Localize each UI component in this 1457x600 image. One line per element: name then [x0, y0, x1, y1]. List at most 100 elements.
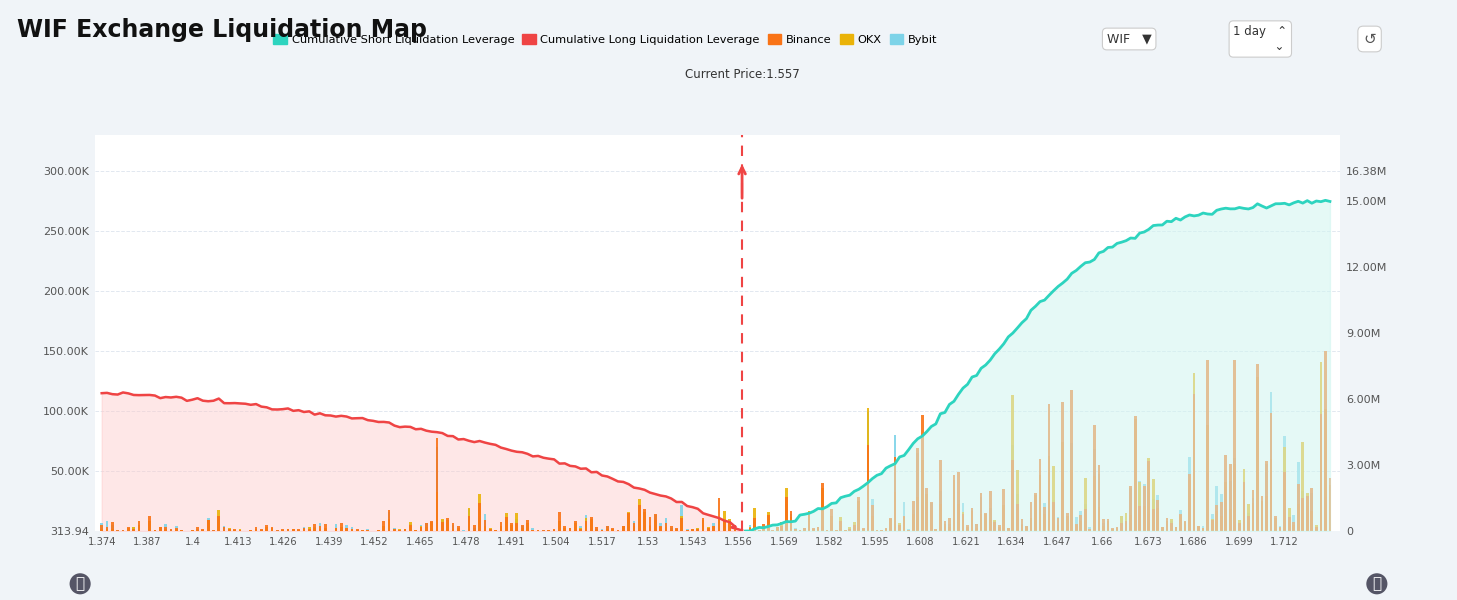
Bar [989, 508, 992, 531]
Bar [686, 530, 689, 531]
Bar [1260, 518, 1263, 531]
Bar [622, 529, 625, 531]
Bar [953, 475, 956, 531]
Bar [1206, 473, 1209, 531]
Bar [393, 528, 396, 531]
Bar [734, 529, 736, 531]
Bar [223, 526, 226, 531]
Bar [584, 515, 587, 531]
Bar [844, 530, 847, 531]
Bar [1256, 516, 1259, 531]
Bar [590, 517, 593, 531]
Bar [994, 520, 997, 531]
Bar [889, 519, 892, 531]
Bar [457, 528, 459, 531]
Bar [975, 524, 978, 531]
Bar [622, 526, 625, 531]
Bar [758, 530, 761, 531]
Bar [1215, 505, 1218, 531]
Bar [912, 501, 915, 531]
Bar [1007, 528, 1010, 531]
Bar [1112, 529, 1113, 531]
Bar [985, 514, 986, 531]
Bar [1129, 486, 1132, 531]
Bar [930, 502, 932, 531]
Bar [229, 529, 230, 531]
Bar [137, 526, 140, 531]
Bar [830, 509, 833, 531]
Bar [307, 527, 310, 531]
Bar [893, 435, 896, 531]
Bar [889, 518, 892, 531]
Bar [670, 526, 673, 531]
Bar [414, 530, 417, 531]
Bar [1279, 529, 1282, 531]
Bar [1202, 526, 1205, 531]
Bar [994, 522, 997, 531]
Bar [1148, 514, 1150, 531]
Bar [654, 514, 657, 531]
Bar [1134, 419, 1136, 531]
Bar [452, 529, 455, 531]
Bar [1061, 403, 1064, 531]
Bar [468, 516, 471, 531]
Bar [265, 529, 268, 531]
Bar [356, 530, 358, 531]
Bar [398, 530, 401, 531]
Bar [944, 521, 946, 531]
Bar [1152, 499, 1154, 531]
Bar [654, 515, 657, 531]
Bar [552, 529, 555, 531]
Bar [1202, 528, 1205, 531]
Bar [596, 527, 597, 531]
Bar [1198, 527, 1201, 531]
Bar [1056, 518, 1059, 531]
Bar [106, 529, 108, 531]
Bar [944, 524, 946, 531]
Bar [749, 527, 752, 531]
Bar [648, 517, 651, 531]
Bar [707, 527, 710, 531]
Bar [1305, 506, 1308, 531]
Bar [382, 529, 385, 531]
Bar [1120, 516, 1123, 531]
Bar [1310, 488, 1313, 531]
Bar [1187, 475, 1190, 531]
Bar [335, 527, 337, 531]
Bar [670, 530, 673, 531]
Bar [848, 527, 851, 531]
Bar [970, 510, 973, 531]
Bar [452, 525, 455, 531]
Bar [351, 529, 353, 531]
Bar [275, 530, 278, 531]
Bar [1157, 508, 1160, 531]
Bar [817, 527, 819, 531]
Bar [259, 529, 262, 531]
Bar [1206, 359, 1209, 531]
Bar [970, 511, 973, 531]
Bar [1228, 464, 1231, 531]
Bar [1320, 481, 1323, 531]
Bar [1138, 506, 1141, 531]
Bar [867, 407, 870, 531]
Bar [1170, 523, 1173, 531]
Bar [153, 530, 156, 531]
Bar [1011, 395, 1014, 531]
Bar [1247, 516, 1250, 531]
Bar [574, 530, 577, 531]
Bar [680, 517, 683, 531]
Bar [1220, 502, 1222, 531]
Bar [863, 529, 864, 531]
Bar [1193, 490, 1195, 531]
Bar [707, 528, 710, 531]
Bar [994, 521, 997, 531]
Bar [1265, 464, 1268, 531]
Bar [356, 530, 358, 531]
Bar [133, 529, 136, 531]
Bar [766, 512, 769, 531]
Bar [1310, 511, 1313, 531]
Bar [903, 517, 905, 531]
Bar [542, 530, 545, 531]
Bar [1093, 425, 1096, 531]
Bar [526, 526, 529, 531]
